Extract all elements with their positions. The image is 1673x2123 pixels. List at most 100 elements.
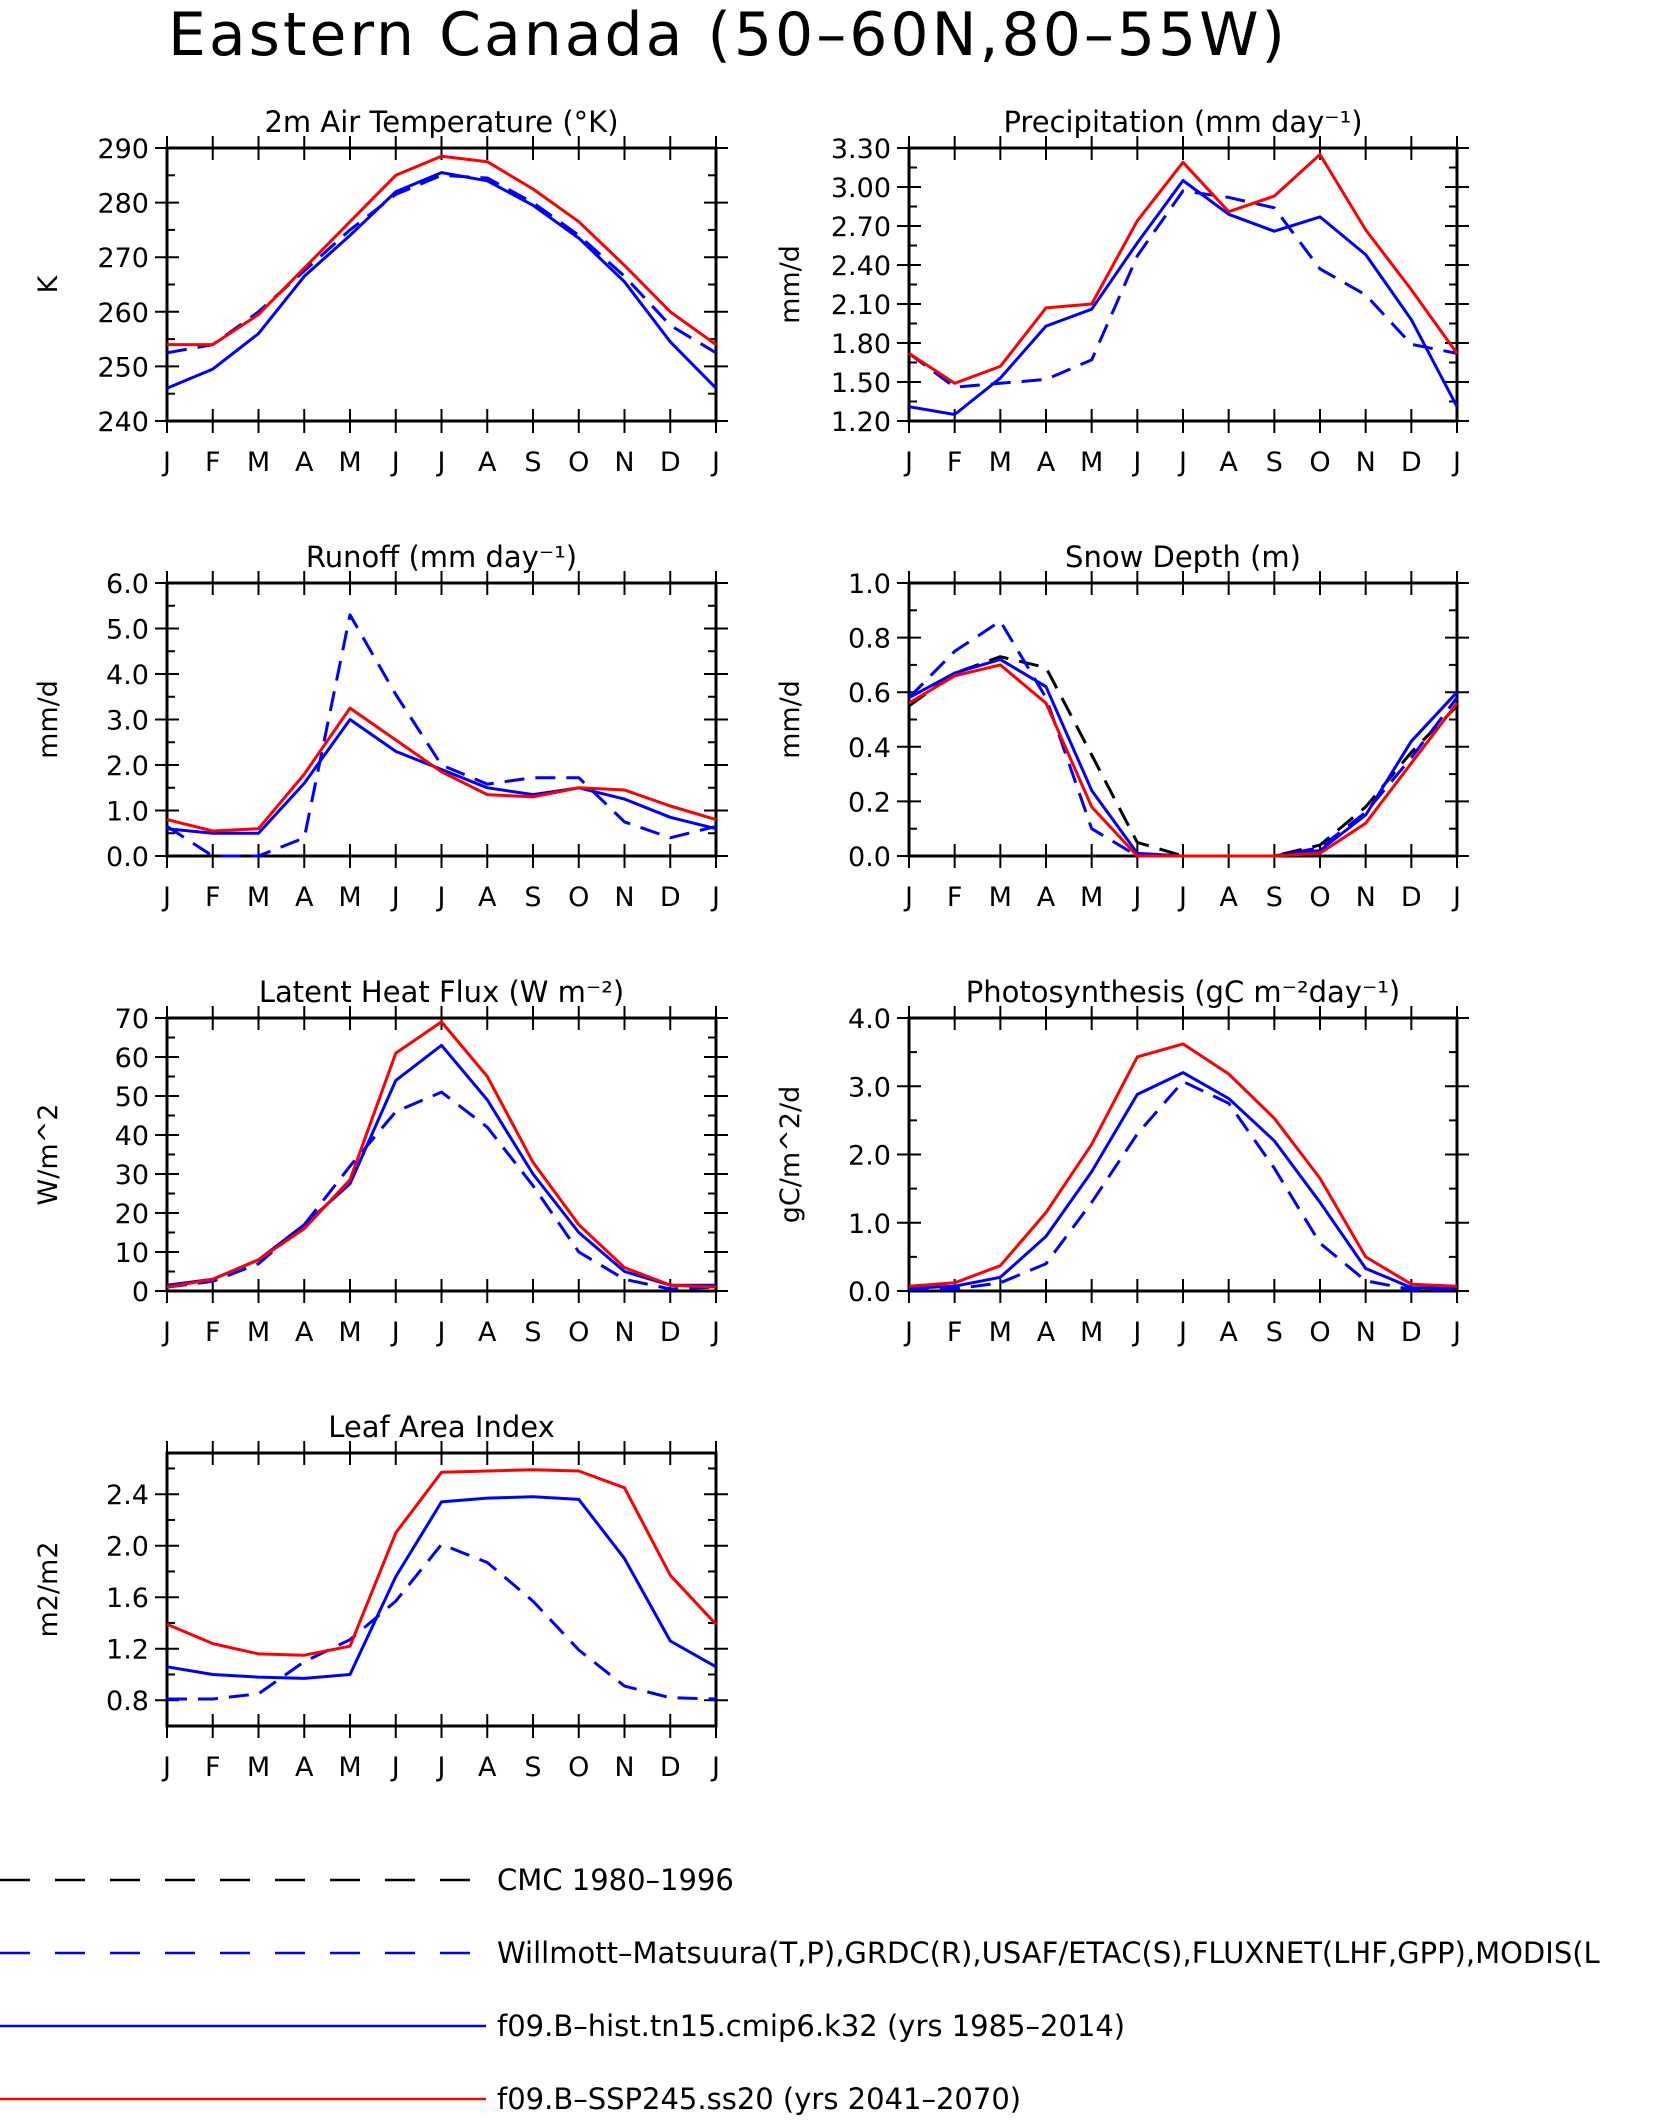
x-tick-label: J bbox=[710, 882, 720, 913]
x-tick-label: F bbox=[947, 882, 963, 913]
y-tick-label: 3.30 bbox=[831, 134, 891, 165]
y-axis-label: W/m^2 bbox=[33, 1104, 64, 1206]
x-tick-label: S bbox=[524, 447, 541, 478]
x-tick-label: J bbox=[1131, 447, 1141, 478]
y-tick-label: 0.2 bbox=[848, 787, 891, 818]
legend-label-ssp: f09.B–SSP245.ss20 (yrs 2041–2070) bbox=[497, 2082, 1021, 2116]
chart-panel-5: Latent Heat Flux (W m⁻²) 0 10 20 30 40 50 60 70 J… bbox=[33, 975, 728, 1348]
x-tick-label: D bbox=[660, 1752, 681, 1783]
x-tick-label: M bbox=[1080, 447, 1103, 478]
x-tick-label: A bbox=[478, 882, 497, 913]
series-line-ssp bbox=[167, 154, 717, 347]
series-line-ssp bbox=[908, 1042, 1458, 1288]
y-tick-label: 1.2 bbox=[106, 1635, 149, 1666]
x-tick-label: M bbox=[989, 447, 1012, 478]
x-tick-label: N bbox=[614, 1752, 634, 1783]
x-tick-label: J bbox=[1451, 882, 1461, 913]
x-tick-label: A bbox=[1037, 1317, 1056, 1348]
y-tick-label: 60 bbox=[115, 1043, 149, 1074]
x-tick-label: M bbox=[247, 1317, 270, 1348]
plot-frame bbox=[165, 1451, 718, 1728]
x-tick-label: A bbox=[1037, 882, 1056, 913]
x-tick-label: N bbox=[614, 1317, 634, 1348]
x-tick-label: O bbox=[568, 1752, 589, 1783]
x-tick-label: J bbox=[436, 447, 446, 478]
x-tick-label: O bbox=[568, 882, 589, 913]
y-tick-label: 2.0 bbox=[106, 751, 149, 782]
x-tick-label: F bbox=[205, 1317, 221, 1348]
y-tick-label: 4.0 bbox=[848, 1004, 891, 1035]
x-tick-label: A bbox=[295, 1752, 314, 1783]
legend: CMC 1980–1996 Willmott–Matsuura(T,P),GRDC… bbox=[0, 1863, 1600, 2116]
chart-panel-2: Precipitation (mm day⁻¹) 1.20 1.50 1.80 2.10… bbox=[775, 105, 1469, 478]
x-tick-label: J bbox=[1131, 1317, 1141, 1348]
x-tick-label: A bbox=[478, 447, 497, 478]
chart-panel-4: Snow Depth (m)0.00.20.40.60.81.0J F M A M J J A… bbox=[775, 540, 1469, 913]
x-tick-label: M bbox=[247, 1752, 270, 1783]
series-line-obs bbox=[908, 1080, 1457, 1292]
series-line-ssp bbox=[166, 1468, 718, 1657]
y-tick-label: 3.0 bbox=[106, 706, 149, 737]
x-tick-label: J bbox=[1451, 1317, 1461, 1348]
legend-label-obs: Willmott–Matsuura(T,P),GRDC(R),USAF/ETAC… bbox=[497, 1936, 1600, 1970]
series-line-obs bbox=[907, 619, 1459, 858]
y-axis-label: mm/d bbox=[33, 680, 64, 759]
plot-frame bbox=[165, 1016, 718, 1293]
x-tick-label: A bbox=[478, 1752, 497, 1783]
x-tick-label: M bbox=[989, 882, 1012, 913]
y-tick-label: 0.0 bbox=[106, 842, 149, 873]
y-tick-label: 0.8 bbox=[848, 624, 891, 655]
x-tick-label: F bbox=[947, 447, 963, 478]
y-tick-label: 1.80 bbox=[831, 329, 891, 360]
chart-title: Runoff (mm day⁻¹) bbox=[306, 540, 577, 574]
y-tick-label: 240 bbox=[97, 407, 149, 438]
chart-title: Latent Heat Flux (W m⁻²) bbox=[259, 975, 624, 1009]
x-tick-label: J bbox=[903, 882, 913, 913]
series-line-hist bbox=[908, 179, 1459, 416]
y-tick-label: 6.0 bbox=[106, 569, 149, 600]
x-tick-label: S bbox=[524, 1752, 541, 1783]
y-tick-label: 70 bbox=[115, 1004, 149, 1035]
series-line-hist bbox=[166, 1043, 716, 1287]
x-tick-label: J bbox=[710, 447, 720, 478]
y-tick-label: 270 bbox=[97, 243, 149, 274]
series-line-ssp bbox=[166, 1020, 717, 1289]
series-line-obs bbox=[166, 613, 717, 858]
series-line-ssp bbox=[166, 706, 717, 833]
x-tick-label: O bbox=[1309, 1317, 1330, 1348]
y-tick-label: 30 bbox=[115, 1160, 149, 1191]
y-axis-label: m2/m2 bbox=[33, 1541, 64, 1637]
x-tick-label: F bbox=[205, 1752, 221, 1783]
chart-title: Leaf Area Index bbox=[328, 1410, 554, 1444]
chart-title: Snow Depth (m) bbox=[1065, 540, 1301, 574]
x-tick-label: J bbox=[710, 1317, 720, 1348]
y-tick-label: 290 bbox=[97, 134, 149, 165]
x-tick-label: F bbox=[205, 447, 221, 478]
plot-frame bbox=[907, 146, 1459, 423]
x-tick-label: J bbox=[390, 882, 400, 913]
x-tick-label: M bbox=[247, 882, 270, 913]
x-tick-label: J bbox=[1177, 447, 1187, 478]
y-tick-label: 0.0 bbox=[848, 1277, 891, 1308]
plot-frame bbox=[907, 1016, 1459, 1293]
x-tick-label: S bbox=[1266, 447, 1283, 478]
chart-panel-6: Photosynthesis (gC m⁻²day⁻¹) 0.0 1.0 2.0 3.0… bbox=[775, 975, 1469, 1348]
y-tick-label: 1.50 bbox=[831, 368, 891, 399]
y-tick-label: 0.8 bbox=[106, 1686, 149, 1717]
y-tick-label: 280 bbox=[97, 189, 149, 220]
y-tick-label: 1.6 bbox=[106, 1583, 149, 1614]
y-tick-label: 1.0 bbox=[848, 569, 891, 600]
x-tick-label: M bbox=[989, 1317, 1012, 1348]
x-tick-label: O bbox=[568, 1317, 589, 1348]
x-tick-label: J bbox=[903, 447, 913, 478]
series-line-obs bbox=[166, 173, 717, 355]
x-tick-label: J bbox=[436, 882, 446, 913]
y-tick-label: 2.40 bbox=[831, 251, 891, 282]
chart-panel-1: 2m Air Temperature (°K) 240 250 260 270 280 29… bbox=[33, 105, 728, 478]
x-tick-label: J bbox=[903, 1317, 913, 1348]
x-tick-label: J bbox=[710, 1752, 720, 1783]
y-tick-label: 2.0 bbox=[106, 1532, 149, 1563]
x-tick-label: J bbox=[1177, 882, 1187, 913]
y-tick-label: 20 bbox=[115, 1199, 149, 1230]
